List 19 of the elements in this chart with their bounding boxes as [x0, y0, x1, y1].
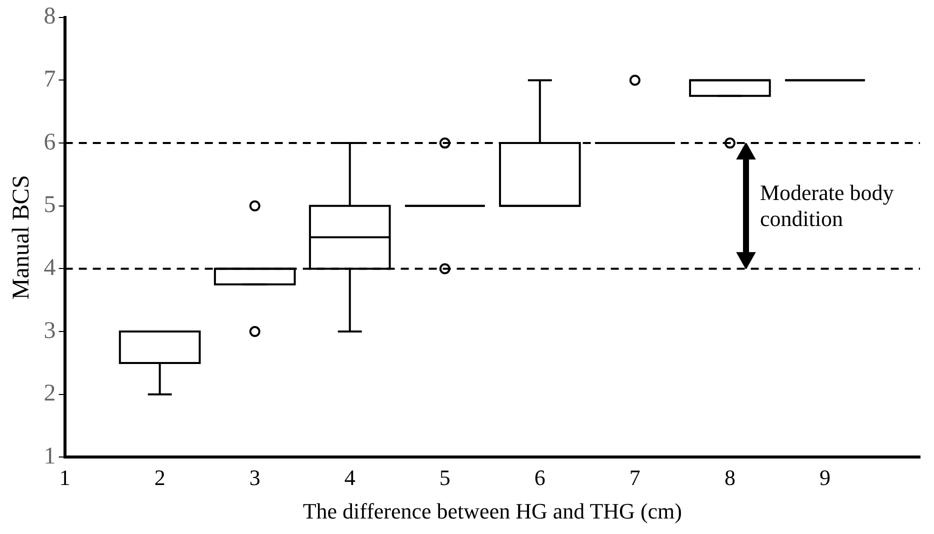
y-tick-label: 5 — [44, 192, 56, 218]
x-tick-label: 5 — [439, 465, 450, 490]
x-tick-label: 9 — [819, 465, 830, 490]
x-tick-label: 2 — [154, 465, 166, 490]
y-tick-label: 3 — [44, 318, 56, 344]
y-tick-label: 7 — [44, 66, 56, 93]
y-tick-label: 8 — [44, 4, 56, 30]
x-tick-label: 7 — [629, 465, 640, 490]
y-tick-label: 4 — [44, 255, 56, 282]
x-tick-label: 6 — [534, 465, 546, 490]
y-axis-title: Manual BCS — [8, 174, 35, 300]
annotation: Moderate body condition — [760, 180, 895, 232]
x-tick-label: 4 — [344, 465, 356, 490]
x-tick-label: 3 — [249, 465, 260, 490]
x-axis-title: The difference between HG and THG (cm) — [302, 498, 682, 524]
y-tick-label: 2 — [44, 380, 56, 407]
y-tick-label: 6 — [44, 129, 56, 156]
y-tick-label: 1 — [44, 443, 56, 470]
x-tick-label: 8 — [724, 465, 736, 490]
